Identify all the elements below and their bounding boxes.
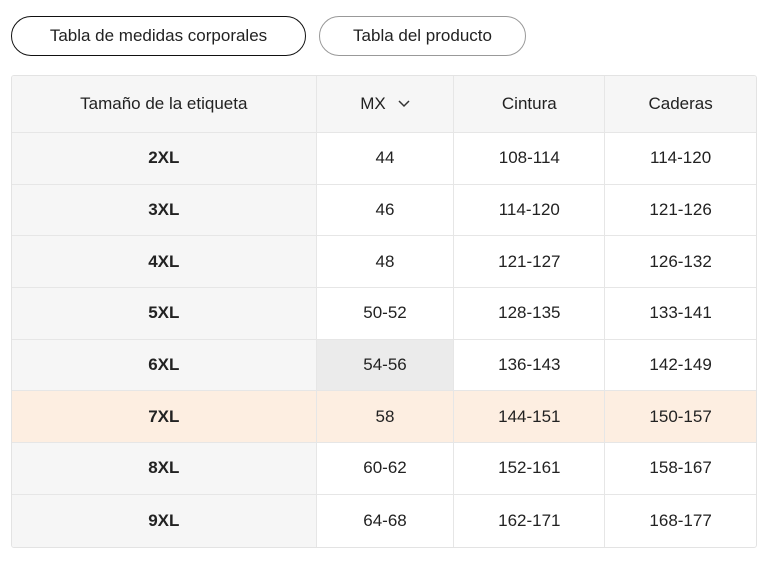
- tab-selected[interactable]: Tabla de medidas corporales: [11, 16, 306, 56]
- table-cell: 121-126: [649, 200, 712, 220]
- table-row[interactable]: 6XL 54-56 136-143 142-149: [12, 339, 756, 392]
- table-cell: 7XL: [12, 391, 317, 443]
- table-cell: 121-127: [454, 236, 606, 288]
- table-cell: 144-151: [454, 391, 606, 443]
- header-cell: Caderas: [605, 76, 756, 132]
- table-cell: 136-143: [454, 339, 606, 391]
- header-text: MX: [360, 94, 386, 113]
- table-row[interactable]: 7XL 58 144-151 150-157: [12, 391, 756, 444]
- table-row[interactable]: 2XL 44 108-114 114-120: [12, 133, 756, 185]
- table-cell: 2XL: [12, 133, 317, 184]
- table-cell: 44: [317, 133, 455, 184]
- table-row[interactable]: 8XL 60-62 152-161 158-167: [12, 443, 756, 495]
- table-cell: 5XL: [12, 288, 317, 339]
- table-cell: 64-68: [317, 494, 455, 547]
- header-cell[interactable]: MX: [317, 76, 455, 132]
- table-cell: 46: [317, 184, 455, 236]
- table-cell: 152-161: [454, 443, 606, 494]
- tab[interactable]: Tabla del producto: [319, 16, 526, 56]
- header-cell: Cintura: [454, 76, 606, 132]
- size-table: Tamaño de la etiqueta MX Cintura Caderas 2XL…: [11, 75, 757, 548]
- table-row[interactable]: 3XL 46 114-120 121-126: [12, 184, 756, 237]
- table-row[interactable]: 5XL 50-52 128-135 133-141: [12, 288, 756, 340]
- header-text: Cintura: [501, 94, 557, 113]
- table-row[interactable]: 9XL 64-68 162-171 168-177: [12, 494, 756, 547]
- table-cell: 54-56: [316, 339, 455, 391]
- header-text: Tamaño de la etiqueta: [80, 94, 248, 113]
- header-cell: Tamaño de la etiqueta: [12, 76, 317, 132]
- table-cell: 162-171: [454, 494, 606, 547]
- table-cell: 114-120: [650, 148, 712, 168]
- table-cell: 3XL: [12, 184, 317, 236]
- table-cell: 8XL: [12, 443, 317, 494]
- table-cell: 6XL: [12, 339, 317, 391]
- dropdown-icon[interactable]: [398, 100, 410, 108]
- header-row: Tamaño de la etiqueta MX Cintura Caderas: [12, 76, 756, 133]
- table-cell: 9XL: [12, 494, 317, 547]
- table-cell: 133-141: [649, 303, 712, 323]
- table-cell: 4XL: [12, 236, 317, 288]
- table-cell: 168-177: [649, 510, 712, 530]
- table-cell: 150-157: [605, 391, 756, 443]
- table-cell: 114-120: [454, 184, 606, 236]
- table-cell: 108-114: [454, 133, 606, 184]
- table-cell: 158-167: [649, 458, 712, 478]
- table-cell: 60-62: [317, 443, 455, 494]
- table-cell: 126-132: [649, 251, 712, 271]
- table-cell: 48: [317, 236, 455, 288]
- table-cell: 128-135: [454, 288, 606, 339]
- table-cell: 142-149: [649, 355, 712, 375]
- header-text: Caderas: [648, 94, 713, 113]
- table-cell: 58: [316, 391, 455, 443]
- table-row[interactable]: 4XL 48 121-127 126-132: [12, 236, 756, 289]
- table-cell: 50-52: [317, 288, 455, 339]
